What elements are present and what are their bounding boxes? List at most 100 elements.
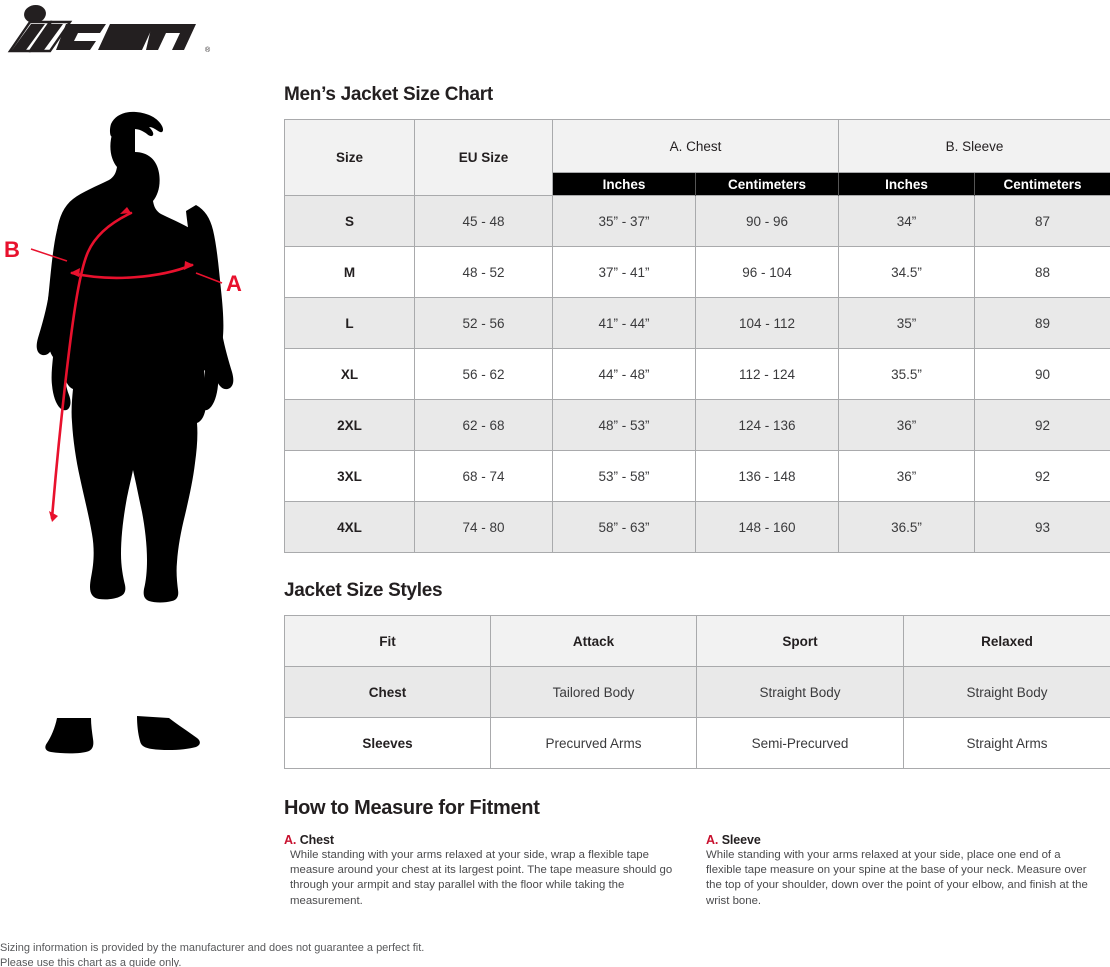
male-silhouette-shape bbox=[36, 111, 234, 754]
table-row: L 52 - 56 41” - 44” 104 - 112 35” 89 bbox=[284, 297, 1110, 349]
cell-eu: 52 - 56 bbox=[414, 297, 553, 349]
cell-size: 2XL bbox=[284, 399, 415, 451]
cell-chest-cm: 96 - 104 bbox=[695, 246, 839, 298]
cell-sleeve-in: 34” bbox=[838, 195, 975, 247]
unit-header-sleeve-inches: Inches bbox=[838, 172, 975, 196]
cell-chest-in: 53” - 58” bbox=[552, 450, 696, 502]
measure-chest-letter: A. bbox=[284, 833, 297, 847]
cell-sleeve-in: 36.5” bbox=[838, 501, 975, 553]
measure-chest-heading: A. Chest bbox=[284, 833, 684, 847]
leader-line-b bbox=[30, 248, 68, 262]
measure-chest-text: While standing with your arms relaxed at… bbox=[290, 849, 673, 907]
cell-size: 4XL bbox=[284, 501, 415, 553]
cell-sleeve-cm: 92 bbox=[973, 399, 1110, 451]
cell-eu: 45 - 48 bbox=[414, 195, 553, 247]
size-chart-title: Men’s Jacket Size Chart bbox=[284, 84, 493, 105]
measure-sleeve-heading: A. Sleeve bbox=[706, 833, 1106, 847]
cell-size: M bbox=[284, 246, 415, 298]
sleeve-measure-arrow-bottom bbox=[49, 511, 58, 522]
table-row: S 45 - 48 35” - 37” 90 - 96 34” 87 bbox=[284, 195, 1110, 247]
unit-header-chest-centimeters: Centimeters bbox=[695, 172, 839, 196]
leader-line-a bbox=[195, 272, 223, 284]
table-row: 4XL 74 - 80 58” - 63” 148 - 160 36.5” 93 bbox=[284, 501, 1110, 553]
cell-chest-in: 48” - 53” bbox=[552, 399, 696, 451]
measure-item-sleeve: A. Sleeve While standing with your arms … bbox=[706, 833, 1106, 909]
how-to-measure-columns: A. Chest While standing with your arms r… bbox=[284, 833, 1110, 909]
cell-eu: 68 - 74 bbox=[414, 450, 553, 502]
styles-header-row: Fit Attack Sport Relaxed bbox=[284, 615, 1110, 667]
cell-eu: 74 - 80 bbox=[414, 501, 553, 553]
styles-cell-sport: Straight Body bbox=[696, 666, 904, 718]
cell-sleeve-cm: 92 bbox=[973, 450, 1110, 502]
styles-row-label: Chest bbox=[284, 666, 491, 718]
cell-sleeve-cm: 93 bbox=[973, 501, 1110, 553]
measure-chest-name: Chest bbox=[299, 833, 334, 847]
unit-header-chest-inches: Inches bbox=[552, 172, 696, 196]
cell-sleeve-in: 35” bbox=[838, 297, 975, 349]
chest-measure-arrow-left bbox=[70, 268, 80, 277]
icon-brand-logo: ® bbox=[0, 2, 225, 60]
figure-label-a: A bbox=[226, 271, 242, 296]
cell-sleeve-in: 35.5” bbox=[838, 348, 975, 400]
cell-eu: 56 - 62 bbox=[414, 348, 553, 400]
styles-header-relaxed: Relaxed bbox=[903, 615, 1110, 667]
styles-cell-sport: Semi-Precurved bbox=[696, 717, 904, 769]
content-column: Men’s Jacket Size Chart Size EU Size A. … bbox=[284, 84, 1110, 909]
figure-label-b: B bbox=[4, 237, 20, 262]
cell-chest-cm: 148 - 160 bbox=[695, 501, 839, 553]
cell-chest-in: 35” - 37” bbox=[552, 195, 696, 247]
styles-cell-relaxed: Straight Arms bbox=[903, 717, 1110, 769]
disclaimer-line-2: Please use this chart as a guide only. bbox=[0, 956, 182, 967]
table-row: 2XL 62 - 68 48” - 53” 124 - 136 36” 92 bbox=[284, 399, 1110, 451]
mens-jacket-size-chart-table: Size EU Size A. Chest B. Sleeve Inches C… bbox=[284, 118, 1110, 553]
styles-header-sport: Sport bbox=[696, 615, 904, 667]
table-row: M 48 - 52 37” - 41” 96 - 104 34.5” 88 bbox=[284, 246, 1110, 298]
cell-size: XL bbox=[284, 348, 415, 400]
measure-sleeve-letter: A. bbox=[706, 833, 719, 847]
cell-chest-cm: 124 - 136 bbox=[695, 399, 839, 451]
table-row: 3XL 68 - 74 53” - 58” 136 - 148 36” 92 bbox=[284, 450, 1110, 502]
cell-sleeve-cm: 90 bbox=[973, 348, 1110, 400]
how-to-measure-title: How to Measure for Fitment bbox=[284, 797, 540, 819]
cell-sleeve-in: 36” bbox=[838, 450, 975, 502]
table-row: XL 56 - 62 44” - 48” 112 - 124 35.5” 90 bbox=[284, 348, 1110, 400]
styles-header-fit: Fit bbox=[284, 615, 491, 667]
styles-table-title: Jacket Size Styles bbox=[284, 580, 443, 601]
unit-header-sleeve-centimeters: Centimeters bbox=[973, 172, 1110, 196]
sleeve-measure-line-b bbox=[50, 211, 133, 520]
col-header-chest: A. Chest bbox=[552, 118, 839, 174]
cell-chest-in: 37” - 41” bbox=[552, 246, 696, 298]
sleeve-measure-arrow-top bbox=[120, 207, 131, 214]
disclaimer-footer: Sizing information is provided by the ma… bbox=[0, 941, 424, 967]
measure-sleeve-name: Sleeve bbox=[721, 833, 761, 847]
cell-chest-cm: 90 - 96 bbox=[695, 195, 839, 247]
cell-chest-cm: 104 - 112 bbox=[695, 297, 839, 349]
cell-sleeve-cm: 87 bbox=[973, 195, 1110, 247]
styles-header-attack: Attack bbox=[490, 615, 697, 667]
styles-cell-relaxed: Straight Body bbox=[903, 666, 1110, 718]
measure-item-chest: A. Chest While standing with your arms r… bbox=[284, 833, 684, 909]
body-measurement-figure: B A bbox=[0, 110, 272, 770]
cell-sleeve-cm: 89 bbox=[973, 297, 1110, 349]
cell-eu: 48 - 52 bbox=[414, 246, 553, 298]
styles-row-label: Sleeves bbox=[284, 717, 491, 769]
cell-chest-cm: 112 - 124 bbox=[695, 348, 839, 400]
styles-cell-attack: Precurved Arms bbox=[490, 717, 697, 769]
cell-chest-in: 41” - 44” bbox=[552, 297, 696, 349]
col-header-sleeve: B. Sleeve bbox=[837, 118, 1110, 174]
cell-sleeve-in: 34.5” bbox=[838, 246, 975, 298]
cell-sleeve-cm: 88 bbox=[973, 246, 1110, 298]
jacket-size-styles-table: Fit Attack Sport Relaxed Chest Tailored … bbox=[284, 615, 1110, 769]
chest-measure-line-a bbox=[70, 263, 194, 280]
styles-row-sleeves: Sleeves Precurved Arms Semi-Precurved St… bbox=[284, 717, 1110, 769]
cell-size: L bbox=[284, 297, 415, 349]
cell-eu: 62 - 68 bbox=[414, 399, 553, 451]
disclaimer-line-1: Sizing information is provided by the ma… bbox=[0, 942, 425, 954]
measure-sleeve-text: While standing with your arms relaxed at… bbox=[706, 849, 1088, 907]
cell-size: 3XL bbox=[284, 450, 415, 502]
chest-measure-arrow-right bbox=[184, 261, 194, 270]
cell-size: S bbox=[284, 195, 415, 247]
cell-chest-in: 44” - 48” bbox=[552, 348, 696, 400]
col-header-eu-size: EU Size bbox=[414, 119, 553, 196]
